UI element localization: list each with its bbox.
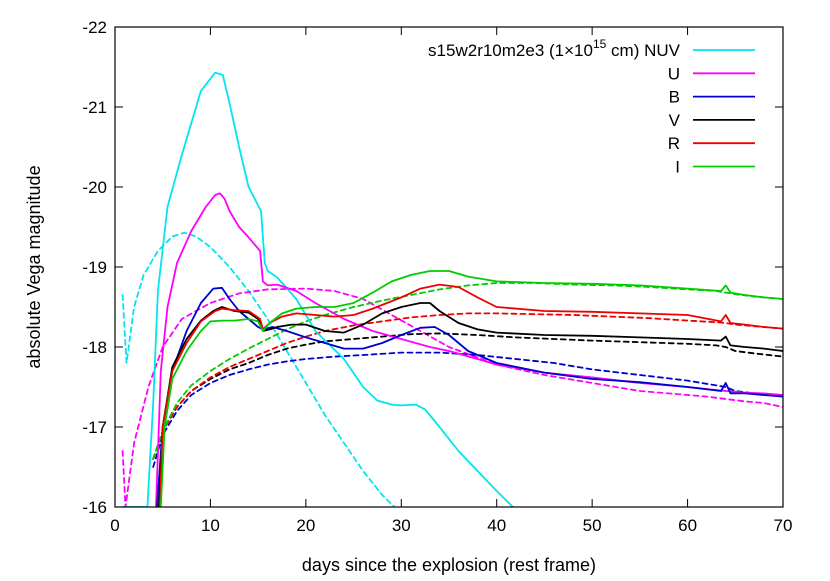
y-tick-label: -17 — [82, 418, 107, 437]
y-axis-title: absolute Vega magnitude — [24, 165, 44, 368]
legend-label-i: I — [675, 158, 680, 177]
series-line-r — [158, 283, 783, 507]
series-line-nuv-dashed — [121, 231, 396, 507]
y-tick-label: -21 — [82, 98, 107, 117]
y-tick-label: -18 — [82, 338, 107, 357]
y-axis: -22 -21 -20 -19 -18 -17 -16 — [82, 18, 783, 517]
legend-label-v: V — [669, 111, 681, 130]
series-line-i-dashed — [152, 282, 783, 460]
legend-label-r: R — [668, 134, 680, 153]
y-tick-label: -19 — [82, 258, 107, 277]
x-tick-label: 10 — [201, 516, 220, 535]
series-line-b — [156, 286, 783, 507]
legend-label-u: U — [668, 64, 680, 83]
series-line-u — [155, 192, 783, 507]
series-line-v — [157, 302, 783, 507]
x-tick-label: 20 — [296, 516, 315, 535]
x-tick-label: 40 — [487, 516, 506, 535]
x-tick-label: 30 — [392, 516, 411, 535]
y-tick-label: -20 — [82, 178, 107, 197]
series-line-nuv — [121, 71, 514, 507]
legend-label-b: B — [669, 88, 680, 107]
x-tick-label: 50 — [583, 516, 602, 535]
x-axis: 0 10 20 30 40 50 60 70 — [110, 27, 792, 535]
plot-series — [121, 71, 783, 507]
legend-title: s15w2r10m2e3 (1×1015 cm) NUV — [428, 37, 681, 60]
series-line-r-dashed — [152, 312, 783, 460]
plot-frame — [114, 26, 784, 508]
series-line-b-dashed — [152, 351, 783, 468]
series-line-v-dashed — [152, 332, 783, 460]
x-tick-label: 0 — [110, 516, 119, 535]
y-tick-label: -16 — [82, 498, 107, 517]
x-tick-label: 70 — [774, 516, 793, 535]
x-tick-label: 60 — [678, 516, 697, 535]
series-line-i — [159, 270, 783, 507]
y-tick-label: -22 — [82, 18, 107, 37]
x-axis-title: days since the explosion (rest frame) — [302, 555, 596, 575]
